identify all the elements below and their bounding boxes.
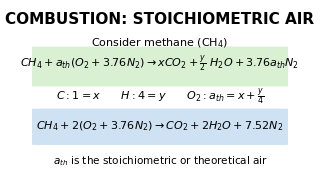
Text: $CH_4 + 2\left(O_2 + 3.76N_2\right) \rightarrow CO_2 + 2H_2O + 7.52N_2$: $CH_4 + 2\left(O_2 + 3.76N_2\right) \rig… xyxy=(36,120,284,133)
Text: Consider methane (CH$_4$): Consider methane (CH$_4$) xyxy=(92,37,228,50)
Text: $a_{th}$ is the stoichiometric or theoretical air: $a_{th}$ is the stoichiometric or theore… xyxy=(52,154,268,168)
Text: $CH_4 + a_{th}\left(O_2 + 3.76N_2\right) \rightarrow xCO_2 + \frac{y}{2}\ H_2O +: $CH_4 + a_{th}\left(O_2 + 3.76N_2\right)… xyxy=(20,54,300,75)
FancyBboxPatch shape xyxy=(29,109,291,145)
FancyBboxPatch shape xyxy=(29,47,291,86)
Text: COMBUSTION: STOICHIOMETRIC AIR: COMBUSTION: STOICHIOMETRIC AIR xyxy=(5,12,315,27)
Text: $C: 1 = x \qquad H: 4 = y \qquad O_2: a_{th} = x + \frac{y}{4}$: $C: 1 = x \qquad H: 4 = y \qquad O_2: a_… xyxy=(56,87,264,107)
